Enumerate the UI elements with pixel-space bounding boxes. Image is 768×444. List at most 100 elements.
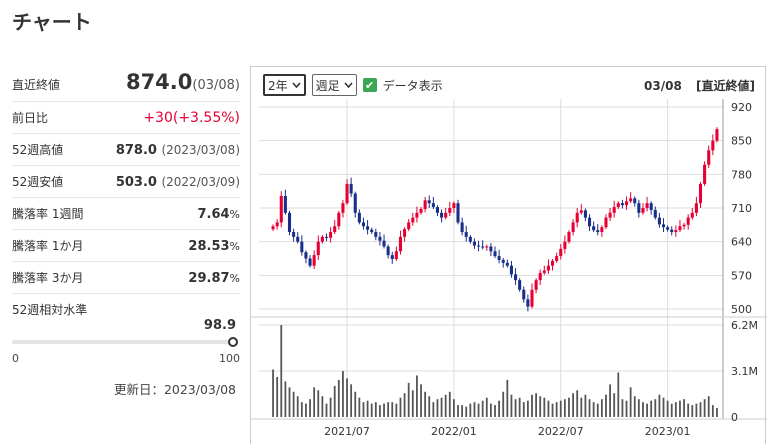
candle-body: [390, 255, 394, 259]
volume-bar: [432, 402, 435, 417]
candle-body: [493, 251, 497, 257]
candle-body: [674, 230, 678, 233]
slider-max: 100: [219, 352, 240, 365]
candle-body: [686, 217, 690, 225]
volume-bar: [518, 397, 521, 417]
drop3m-label: 騰落率 3か月: [12, 271, 84, 285]
candle-body: [579, 210, 583, 213]
volume-bar: [477, 403, 480, 417]
candle-body: [444, 212, 448, 218]
candle-body: [477, 245, 481, 247]
candle-body: [633, 198, 637, 204]
volume-bar: [473, 402, 476, 417]
volume-bar: [526, 400, 529, 417]
volume-bar: [321, 396, 324, 417]
candle-body: [337, 212, 341, 227]
candle-body: [435, 207, 439, 213]
candle-body: [497, 256, 501, 260]
drop1m-row: 騰落率 1か月 28.53%: [12, 230, 240, 262]
candle-body: [694, 203, 698, 213]
volume-bar: [716, 408, 718, 417]
volume-bar: [395, 403, 398, 417]
time-tick-label: 2021/07: [324, 425, 370, 438]
candle-body: [481, 246, 485, 248]
candle-body: [501, 259, 505, 263]
candle-body: [645, 203, 649, 208]
candle-body: [698, 183, 703, 204]
relative-level-slider: [12, 334, 240, 350]
volume-bar: [621, 399, 624, 417]
volume-bar: [481, 400, 484, 417]
last-close-value: 874.0(03/08): [125, 70, 240, 94]
time-tick-label: 2023/01: [645, 425, 691, 438]
candle-body: [624, 201, 629, 206]
candle-body: [596, 230, 600, 233]
volume-bar: [461, 405, 464, 417]
interval-select[interactable]: 週足: [311, 74, 357, 96]
volume-bar: [711, 405, 714, 417]
chevron-down-icon: [344, 82, 353, 88]
show-data-label[interactable]: データ表示: [382, 78, 443, 93]
period-select[interactable]: 2年: [263, 74, 306, 96]
price-tick-label: 570: [731, 269, 752, 282]
candle-body: [296, 236, 300, 242]
candle-body: [637, 203, 641, 213]
chart-close-label: [直近終値]: [696, 79, 755, 93]
candle-body: [324, 236, 329, 238]
candle-body: [329, 232, 333, 238]
candle-body: [308, 258, 312, 266]
volume-bar: [317, 390, 320, 417]
volume-bar: [654, 399, 657, 417]
candle-body: [283, 195, 287, 213]
candle-body: [707, 150, 711, 165]
candle-body: [575, 212, 579, 223]
candle-body: [538, 272, 542, 281]
relative-label: 52週相対水準: [12, 303, 88, 317]
volume-bar: [596, 403, 599, 417]
drop3m-value: 29.87%: [188, 271, 240, 286]
volume-bar: [531, 394, 533, 417]
volume-bar: [535, 393, 538, 417]
candle-body: [407, 222, 411, 230]
price-tick-label: 780: [731, 168, 752, 181]
candle-body: [711, 140, 715, 151]
volume-bar: [403, 393, 406, 417]
volume-bar: [420, 384, 422, 417]
volume-bar: [514, 399, 517, 417]
volume-bar: [510, 394, 513, 417]
volume-bar: [547, 400, 550, 417]
volume-bar: [580, 397, 583, 417]
candle-body: [649, 203, 653, 210]
candle-body: [464, 232, 468, 237]
volume-bar: [485, 397, 488, 417]
low52-value: 503.0 (2022/03/09): [115, 175, 240, 190]
volume-bar: [465, 406, 468, 417]
last-close-label: 直近終値: [12, 78, 61, 92]
candle-body: [411, 217, 415, 223]
drop3m-row: 騰落率 3か月 29.87%: [12, 262, 240, 294]
candle-body: [571, 222, 575, 233]
high52-row: 52週高値 878.0 (2023/03/08): [12, 134, 240, 166]
candle-body: [452, 203, 456, 208]
candle-body: [542, 270, 546, 273]
candle-body: [398, 236, 403, 252]
page-title: チャート: [12, 10, 92, 34]
candle-body: [514, 274, 518, 281]
volume-bar: [424, 391, 427, 417]
candle-body: [345, 183, 349, 204]
checkmark-icon: ✔: [365, 78, 375, 92]
candle-body: [423, 200, 427, 209]
price-tick-label: 850: [731, 135, 752, 148]
high52-label: 52週高値: [12, 143, 64, 157]
show-data-checkbox[interactable]: ✔: [362, 78, 377, 92]
volume-bar: [440, 397, 443, 417]
candle-body: [386, 246, 390, 256]
volume-bar: [498, 400, 501, 417]
candle-body: [518, 280, 522, 290]
volume-bar: [337, 379, 340, 417]
volume-bar: [588, 399, 591, 417]
volume-bar: [399, 397, 402, 417]
volume-bar: [679, 400, 681, 417]
volume-bar: [695, 403, 698, 417]
volume-bar: [637, 399, 640, 417]
